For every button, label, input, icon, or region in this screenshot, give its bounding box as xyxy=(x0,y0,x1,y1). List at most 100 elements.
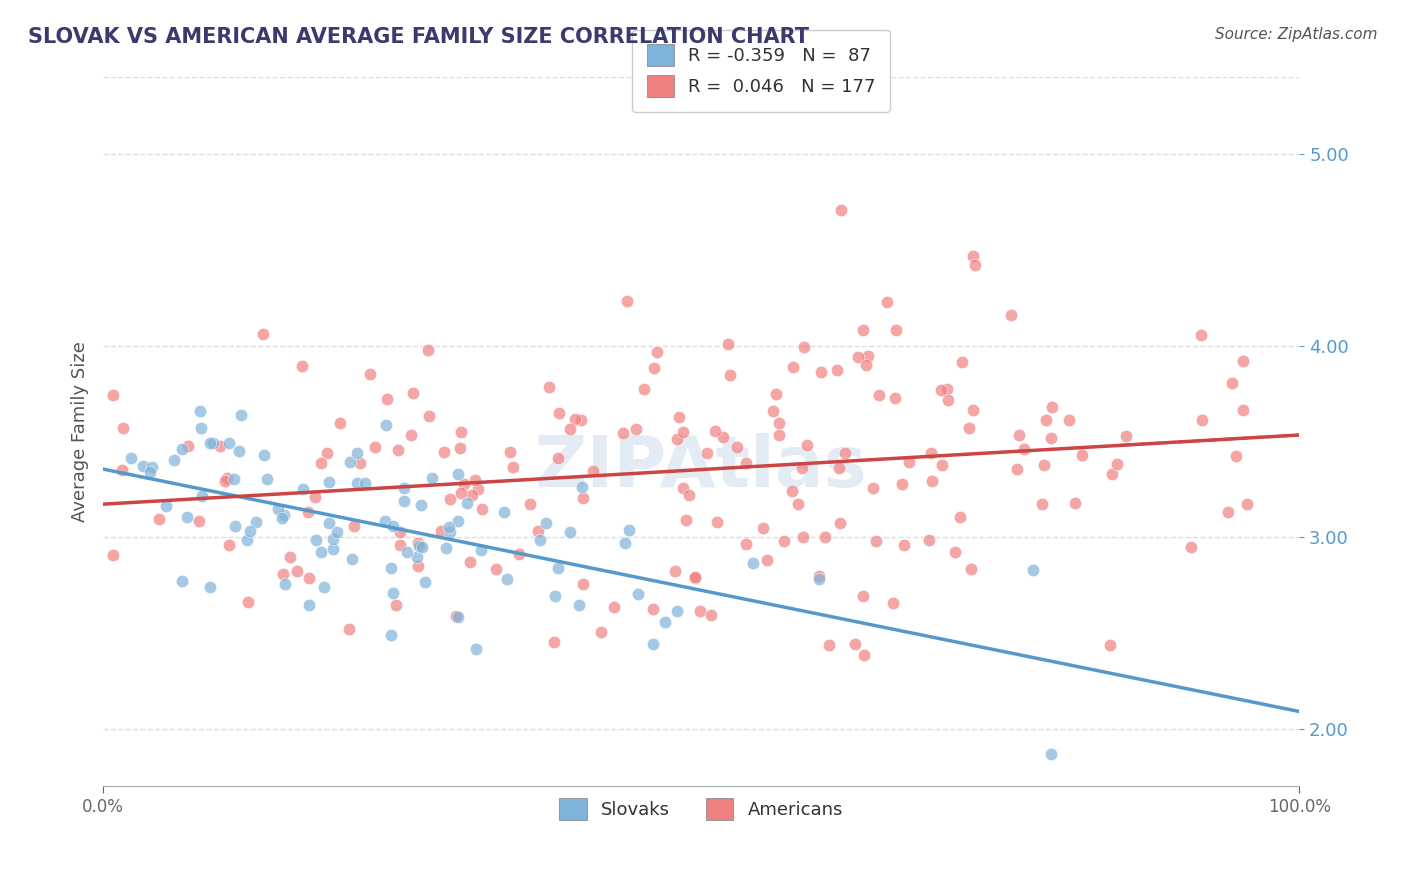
Text: ZIPAtlas: ZIPAtlas xyxy=(534,433,868,502)
Point xyxy=(643,637,665,651)
Point xyxy=(273,508,295,522)
Point xyxy=(380,628,402,642)
Point xyxy=(1040,401,1063,415)
Point xyxy=(665,432,688,446)
Point xyxy=(401,385,423,400)
Point xyxy=(453,477,475,491)
Point xyxy=(418,409,440,424)
Point xyxy=(439,491,461,506)
Point xyxy=(101,387,124,401)
Point xyxy=(285,564,308,578)
Point xyxy=(538,380,561,394)
Point xyxy=(381,586,404,600)
Point xyxy=(224,518,246,533)
Point xyxy=(141,459,163,474)
Point xyxy=(547,450,569,465)
Point xyxy=(384,598,406,612)
Point xyxy=(433,445,456,459)
Point xyxy=(202,436,225,450)
Point xyxy=(177,439,200,453)
Point xyxy=(253,448,276,462)
Point xyxy=(780,484,803,499)
Point xyxy=(496,572,519,586)
Point xyxy=(461,488,484,502)
Point xyxy=(231,408,253,422)
Point xyxy=(208,439,231,453)
Point xyxy=(1099,638,1122,652)
Point xyxy=(668,409,690,424)
Point xyxy=(893,538,915,552)
Point xyxy=(534,516,557,530)
Point xyxy=(420,471,443,485)
Point xyxy=(311,456,333,470)
Point xyxy=(765,386,787,401)
Point xyxy=(252,327,274,342)
Point xyxy=(856,349,879,363)
Point xyxy=(198,435,221,450)
Point xyxy=(304,533,326,548)
Point xyxy=(395,545,418,559)
Point xyxy=(218,538,240,552)
Point xyxy=(558,524,581,539)
Point xyxy=(359,368,381,382)
Point xyxy=(672,481,695,495)
Point xyxy=(429,524,451,538)
Point xyxy=(349,456,371,470)
Point xyxy=(155,500,177,514)
Point xyxy=(931,458,953,473)
Point xyxy=(1115,429,1137,443)
Point xyxy=(312,580,335,594)
Point xyxy=(449,441,471,455)
Point xyxy=(465,642,488,657)
Point xyxy=(768,428,790,442)
Point xyxy=(401,428,423,442)
Point xyxy=(1236,498,1258,512)
Point xyxy=(633,382,655,396)
Point xyxy=(752,521,775,535)
Point xyxy=(502,460,524,475)
Point xyxy=(665,604,688,618)
Point xyxy=(1040,431,1063,445)
Point xyxy=(675,513,697,527)
Point xyxy=(1064,496,1087,510)
Point xyxy=(735,456,758,470)
Point xyxy=(792,530,814,544)
Point xyxy=(409,499,432,513)
Point xyxy=(380,561,402,575)
Point xyxy=(374,418,396,433)
Point xyxy=(664,564,686,578)
Point xyxy=(962,249,984,263)
Point xyxy=(120,450,142,465)
Point xyxy=(270,510,292,524)
Point xyxy=(163,453,186,467)
Point xyxy=(582,464,605,478)
Point xyxy=(572,577,595,591)
Point xyxy=(612,426,634,441)
Point xyxy=(943,545,966,559)
Point xyxy=(239,524,262,538)
Point xyxy=(458,555,481,569)
Point xyxy=(508,547,530,561)
Point xyxy=(297,504,319,518)
Point xyxy=(1031,497,1053,511)
Point xyxy=(689,604,711,618)
Point xyxy=(654,615,676,629)
Point xyxy=(1033,458,1056,472)
Point xyxy=(957,421,980,435)
Point xyxy=(678,488,700,502)
Point xyxy=(936,383,959,397)
Point xyxy=(527,524,550,539)
Point xyxy=(111,463,134,477)
Point xyxy=(962,403,984,417)
Text: Source: ZipAtlas.com: Source: ZipAtlas.com xyxy=(1215,27,1378,42)
Point xyxy=(547,560,569,574)
Point xyxy=(1057,412,1080,426)
Point xyxy=(796,437,818,451)
Point xyxy=(897,455,920,469)
Point xyxy=(1035,412,1057,426)
Point xyxy=(1000,308,1022,322)
Point xyxy=(862,481,884,495)
Point xyxy=(830,203,852,218)
Point xyxy=(406,536,429,550)
Point xyxy=(818,638,841,652)
